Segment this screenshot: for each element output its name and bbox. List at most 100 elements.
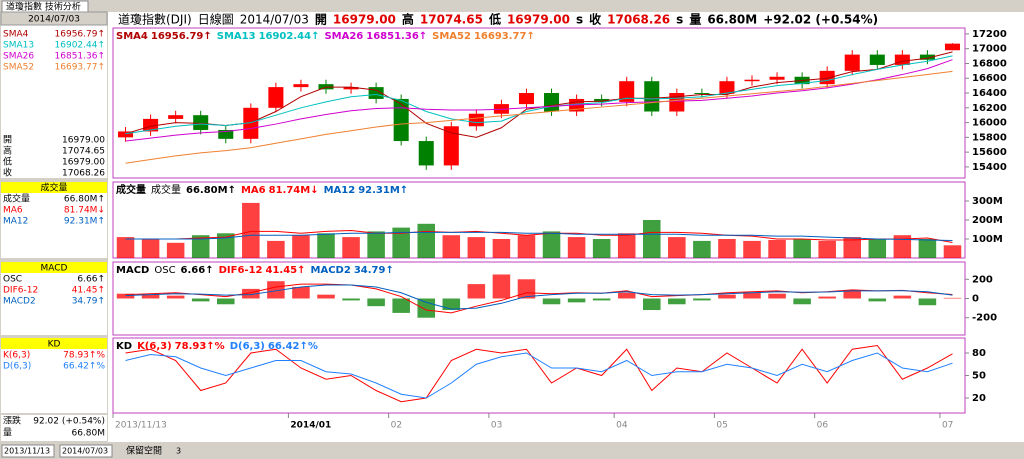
sidebar-label: 低 bbox=[3, 156, 12, 168]
bar bbox=[216, 233, 235, 258]
sidebar-value: 16979.00 bbox=[62, 158, 105, 168]
legend-text: SMA4 bbox=[116, 31, 148, 42]
legend-text: 92.31M↑ bbox=[358, 185, 408, 196]
sidebar-value: 34.79↑ bbox=[72, 297, 105, 307]
sidebar-value: 6.66↑ bbox=[77, 275, 105, 285]
panel-frame bbox=[112, 27, 966, 179]
sidebar-box bbox=[1, 273, 107, 335]
sidebar-value: 16979.00 bbox=[62, 136, 105, 146]
sidebar-label: 高 bbox=[3, 145, 12, 157]
sidebar-value: 16902.44↑ bbox=[55, 41, 105, 51]
header-text: s bbox=[576, 13, 583, 27]
end-date[interactable]: 2014/07/03 bbox=[62, 447, 108, 456]
sidebar-label: SMA13 bbox=[3, 41, 34, 51]
candle-body bbox=[268, 87, 284, 108]
candle-body bbox=[694, 93, 710, 95]
bar bbox=[617, 292, 636, 299]
legend-text: MA6 bbox=[241, 185, 266, 196]
bar bbox=[141, 294, 160, 299]
space-button[interactable]: 保留空間 bbox=[126, 445, 162, 457]
series-line bbox=[125, 352, 953, 399]
sidebar-date: 2014/07/03 bbox=[28, 15, 80, 25]
legend-text: 66.42↑% bbox=[268, 341, 318, 352]
header-text: 道瓊指數(DJI) bbox=[118, 12, 192, 27]
chart-layer: 道瓊指數(DJI) 日線圖 2014/07/03 開 16979.00 高 17074.65… bbox=[0, 11, 1007, 441]
bar bbox=[893, 295, 912, 299]
series-line bbox=[125, 229, 953, 243]
y-tick-label: -200 bbox=[972, 313, 997, 324]
bar bbox=[793, 298, 811, 305]
sidebar-box bbox=[1, 12, 107, 178]
series-line bbox=[125, 70, 953, 164]
bar bbox=[467, 284, 486, 299]
tab-bar bbox=[0, 0, 1024, 12]
bar bbox=[668, 298, 686, 305]
y-tick-label: 300M bbox=[972, 196, 1003, 207]
candle-body bbox=[193, 115, 209, 130]
candle-body bbox=[418, 141, 434, 166]
series-line bbox=[125, 55, 953, 135]
y-tick-label: 15400 bbox=[972, 162, 1007, 173]
header-text: 低 bbox=[488, 12, 501, 27]
y-tick-label: 16200 bbox=[972, 103, 1007, 114]
header-text: 高 bbox=[402, 12, 414, 27]
sidebar-title: 成交量 bbox=[40, 182, 67, 194]
header-text: 收 bbox=[589, 12, 601, 27]
start-date[interactable]: 2013/11/13 bbox=[4, 447, 50, 456]
candle-body bbox=[594, 98, 610, 102]
x-tick-label: 2014/01 bbox=[290, 421, 331, 431]
sidebar-label: MA6 bbox=[3, 206, 23, 216]
sidebar-label: SMA52 bbox=[3, 63, 34, 73]
bar bbox=[718, 294, 736, 299]
y-tick-label: 16600 bbox=[972, 73, 1007, 84]
sidebar-value: 66.80M↑ bbox=[64, 195, 105, 205]
y-tick-label: 50 bbox=[972, 371, 986, 382]
series-line bbox=[125, 284, 953, 310]
header-text: 17068.26 bbox=[607, 13, 670, 27]
bar bbox=[943, 297, 962, 299]
bar bbox=[116, 237, 135, 258]
bar bbox=[868, 298, 887, 302]
sidebar-label: K(6,3) bbox=[3, 351, 30, 361]
bar bbox=[242, 202, 260, 258]
header-text: 量 bbox=[689, 13, 701, 27]
sidebar-label: 收 bbox=[3, 167, 12, 179]
bar bbox=[943, 245, 962, 258]
sidebar-label: SMA4 bbox=[3, 30, 29, 40]
bar bbox=[793, 239, 811, 258]
candle-body bbox=[118, 131, 134, 138]
bar bbox=[693, 298, 711, 301]
legend-text: MA12 bbox=[324, 185, 356, 196]
count: 3 bbox=[176, 447, 181, 456]
sidebar-value: 78.93↑% bbox=[63, 351, 105, 361]
bar bbox=[617, 233, 636, 258]
bar bbox=[292, 235, 310, 258]
start-field[interactable] bbox=[1, 444, 55, 458]
bar bbox=[542, 298, 561, 305]
bar bbox=[342, 298, 360, 301]
x-tick-label: 06 bbox=[817, 421, 829, 431]
candle-body bbox=[518, 93, 534, 105]
bar bbox=[868, 239, 887, 258]
header-text: 66.80M bbox=[707, 13, 757, 27]
sidebar-value: 66.80M bbox=[71, 429, 105, 439]
candle-body bbox=[368, 87, 384, 99]
sidebar-label: 漲跌 bbox=[3, 416, 21, 427]
sidebar-label: DIF6-12 bbox=[3, 286, 38, 296]
y-tick-label: 80 bbox=[972, 348, 986, 359]
bar bbox=[567, 237, 586, 258]
sidebar-box bbox=[1, 349, 107, 413]
sidebar-label: 成交量 bbox=[3, 193, 30, 205]
sidebar-header bbox=[1, 262, 107, 273]
end-field[interactable] bbox=[59, 444, 113, 458]
bar bbox=[191, 235, 210, 258]
header-text: +92.02 (+0.54%) bbox=[763, 13, 878, 27]
bar bbox=[592, 239, 611, 258]
candle-body bbox=[243, 107, 259, 139]
x-tick-label: 2013/11/13 bbox=[115, 421, 167, 431]
candle-body bbox=[894, 54, 910, 65]
tab-label[interactable]: 道瓊指數 技術分析 bbox=[6, 1, 81, 13]
y-tick-label: 16000 bbox=[972, 118, 1007, 129]
